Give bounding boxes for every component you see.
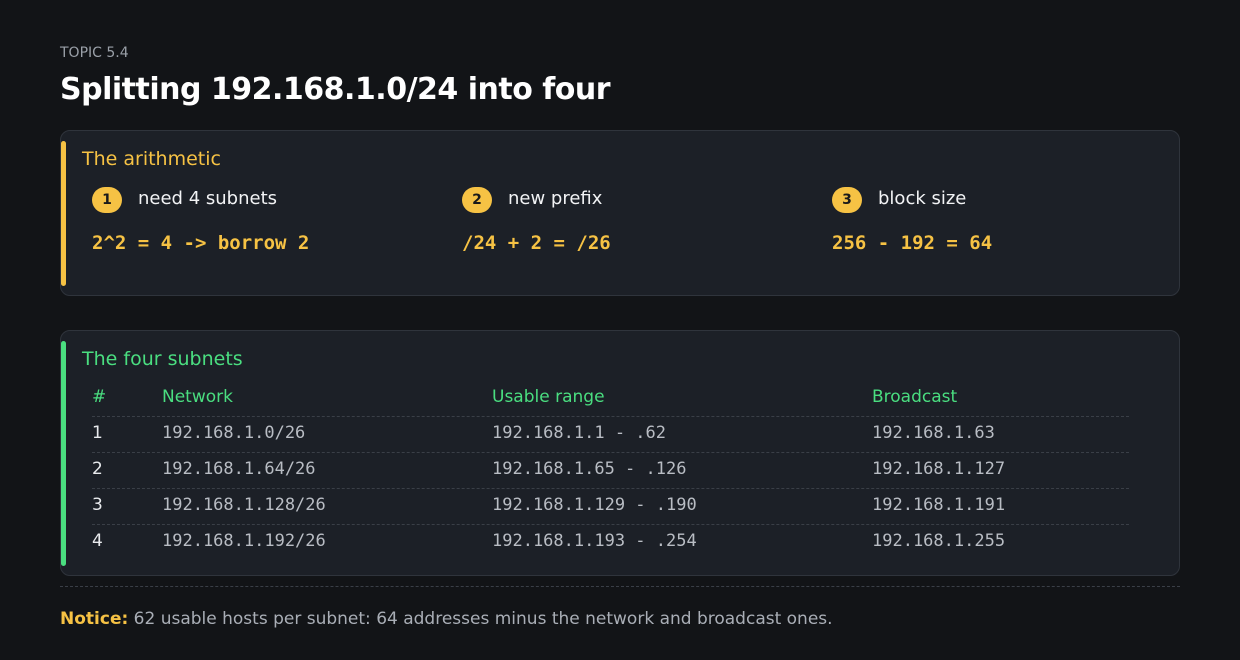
row-number: 2 bbox=[92, 459, 103, 479]
column-header: Network bbox=[162, 387, 233, 407]
cell: 192.168.1.65 - .126 bbox=[492, 459, 687, 479]
accent-bar bbox=[61, 341, 66, 566]
step-formula: 256 - 192 = 64 bbox=[832, 232, 993, 254]
cell: 192.168.1.1 - .62 bbox=[492, 423, 666, 443]
cell: 192.168.1.127 bbox=[872, 459, 1006, 479]
cell: 192.168.1.0/26 bbox=[162, 423, 306, 443]
step-badge: 1 bbox=[92, 187, 122, 213]
cell: 192.168.1.192/26 bbox=[162, 531, 326, 551]
column-header: # bbox=[92, 387, 107, 407]
row-number: 3 bbox=[92, 495, 103, 515]
step-label: block size bbox=[878, 188, 967, 209]
card-title: The arithmetic bbox=[82, 148, 221, 170]
row-number: 4 bbox=[92, 531, 103, 551]
cell: 192.168.1.193 - .254 bbox=[492, 531, 697, 551]
column-header: Broadcast bbox=[872, 387, 958, 407]
step-formula: /24 + 2 = /26 bbox=[462, 232, 611, 254]
step-formula: 2^2 = 4 -> borrow 2 bbox=[92, 232, 310, 254]
title: Splitting 192.168.1.0/24 into four bbox=[60, 72, 611, 107]
notice-label: Notice: bbox=[60, 609, 129, 629]
row-number: 1 bbox=[92, 423, 103, 443]
row-separator bbox=[92, 488, 1129, 489]
step-badge: 2 bbox=[462, 187, 492, 213]
step-badge: 3 bbox=[832, 187, 862, 213]
row-separator bbox=[92, 416, 1129, 417]
cell: 192.168.1.64/26 bbox=[162, 459, 316, 479]
notice: Notice: 62 usable hosts per subnet: 64 a… bbox=[60, 609, 833, 629]
accent-bar bbox=[61, 141, 66, 286]
cell: 192.168.1.63 bbox=[872, 423, 995, 443]
arithmetic-card: The arithmetic 1 need 4 subnets 2^2 = 4 ->… bbox=[60, 130, 1180, 296]
notice-text: 62 usable hosts per subnet: 64 addresses… bbox=[133, 609, 833, 629]
divider bbox=[60, 586, 1180, 587]
row-separator bbox=[92, 524, 1129, 525]
cell: 192.168.1.191 bbox=[872, 495, 1006, 515]
cell: 192.168.1.129 - .190 bbox=[492, 495, 697, 515]
step-label: new prefix bbox=[508, 188, 603, 209]
cell: 192.168.1.128/26 bbox=[162, 495, 326, 515]
cell: 192.168.1.255 bbox=[872, 531, 1006, 551]
subnets-card: The four subnets # Network Usable range Bro… bbox=[60, 330, 1180, 576]
column-header: Usable range bbox=[492, 387, 605, 407]
row-separator bbox=[92, 452, 1129, 453]
step-label: need 4 subnets bbox=[138, 188, 278, 209]
kicker: TOPIC 5.4 bbox=[60, 45, 129, 61]
card-title: The four subnets bbox=[82, 348, 243, 370]
